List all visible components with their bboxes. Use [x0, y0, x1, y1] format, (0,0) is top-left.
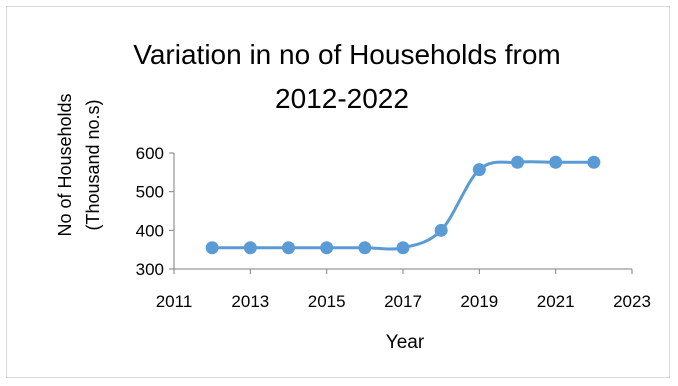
- y-tick-label: 600: [136, 144, 164, 163]
- x-tick-label: 2015: [308, 292, 346, 311]
- data-point: [282, 241, 295, 255]
- chart-title-line-2: 2012-2022: [275, 83, 409, 114]
- x-tick-labels: 2011 2013 2015 2017 2019 2021 2023: [156, 292, 651, 311]
- series: [205, 155, 601, 255]
- data-point: [511, 155, 524, 169]
- x-tick-label: 2019: [460, 292, 498, 311]
- y-axis-label-line-2: (Thousand no.s): [83, 99, 103, 230]
- x-axis-label: Year: [386, 332, 425, 353]
- x-tick-label: 2013: [231, 292, 269, 311]
- data-point: [472, 163, 486, 177]
- y-tick-label: 400: [136, 221, 164, 240]
- data-point: [396, 241, 410, 255]
- data-point: [205, 241, 219, 255]
- data-point: [549, 155, 563, 169]
- axes: [169, 152, 633, 274]
- x-tick-label: 2021: [537, 292, 575, 311]
- data-point: [587, 155, 601, 169]
- series-line: [210, 160, 596, 251]
- data-point: [320, 241, 334, 255]
- data-point: [358, 241, 372, 255]
- x-tick-label: 2011: [156, 292, 193, 311]
- chart-title-line-1: Variation in no of Households from: [133, 39, 561, 70]
- data-point: [243, 241, 257, 255]
- x-tick-label: 2023: [613, 292, 651, 311]
- y-tick-label: 500: [136, 183, 164, 202]
- chart-frame: [6, 6, 670, 378]
- data-point: [434, 223, 448, 237]
- y-axis-label-line-1: No of Households: [55, 93, 75, 236]
- y-tick-labels: 300 400 500 600: [136, 144, 164, 279]
- x-tick-label: 2017: [384, 292, 422, 311]
- y-tick-label: 300: [136, 260, 164, 279]
